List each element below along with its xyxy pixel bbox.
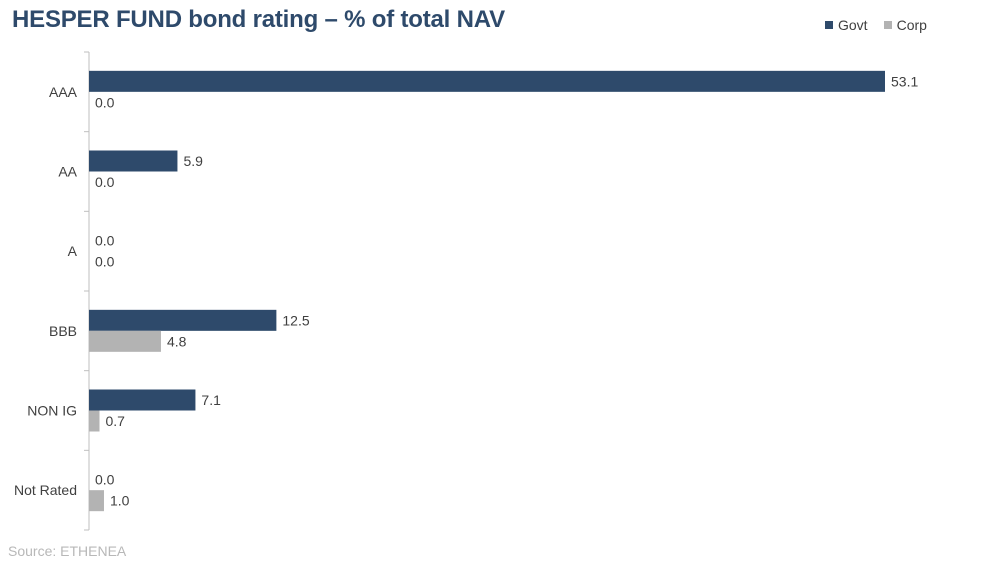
chart-title: HESPER FUND bond rating – % of total NAV bbox=[12, 6, 505, 33]
bar-corp-not-rated bbox=[89, 490, 104, 512]
category-label-a: A bbox=[68, 243, 78, 259]
data-label-corp-non-ig: 0.7 bbox=[105, 413, 125, 429]
data-label-corp-aa: 0.0 bbox=[95, 174, 115, 190]
category-label-non-ig: NON IG bbox=[27, 403, 77, 419]
legend-label-corp: Corp bbox=[896, 17, 927, 33]
category-label-bbb: BBB bbox=[49, 323, 77, 339]
data-label-govt-a: 0.0 bbox=[95, 233, 115, 249]
bar-corp-non-ig bbox=[89, 410, 100, 432]
bar-govt-aa bbox=[89, 150, 178, 172]
data-label-govt-aaa: 53.1 bbox=[891, 73, 918, 89]
category-label-aa: AA bbox=[58, 164, 77, 180]
legend-swatch-govt bbox=[825, 21, 833, 29]
source-note: Source: ETHENEA bbox=[8, 543, 127, 559]
data-label-govt-bbb: 12.5 bbox=[282, 312, 309, 328]
legend: Govt Corp bbox=[825, 17, 943, 33]
data-label-corp-aaa: 0.0 bbox=[95, 94, 115, 110]
legend-swatch-corp bbox=[883, 21, 892, 29]
data-label-corp-bbb: 4.8 bbox=[167, 333, 187, 349]
bar-govt-non-ig bbox=[89, 389, 196, 411]
data-label-govt-non-ig: 7.1 bbox=[201, 392, 221, 408]
category-label-aaa: AAA bbox=[49, 84, 78, 100]
bar-corp-bbb bbox=[89, 330, 161, 352]
category-label-not-rated: Not Rated bbox=[14, 482, 77, 498]
bar-govt-aaa bbox=[89, 70, 885, 92]
bar-govt-bbb bbox=[89, 309, 277, 331]
legend-item-corp: Corp bbox=[883, 17, 927, 33]
legend-item-govt: Govt bbox=[825, 17, 868, 33]
data-label-corp-not-rated: 1.0 bbox=[110, 493, 130, 509]
data-label-govt-not-rated: 0.0 bbox=[95, 472, 115, 488]
legend-label-govt: Govt bbox=[838, 17, 868, 33]
data-label-corp-a: 0.0 bbox=[95, 254, 115, 270]
data-label-govt-aa: 5.9 bbox=[183, 153, 203, 169]
